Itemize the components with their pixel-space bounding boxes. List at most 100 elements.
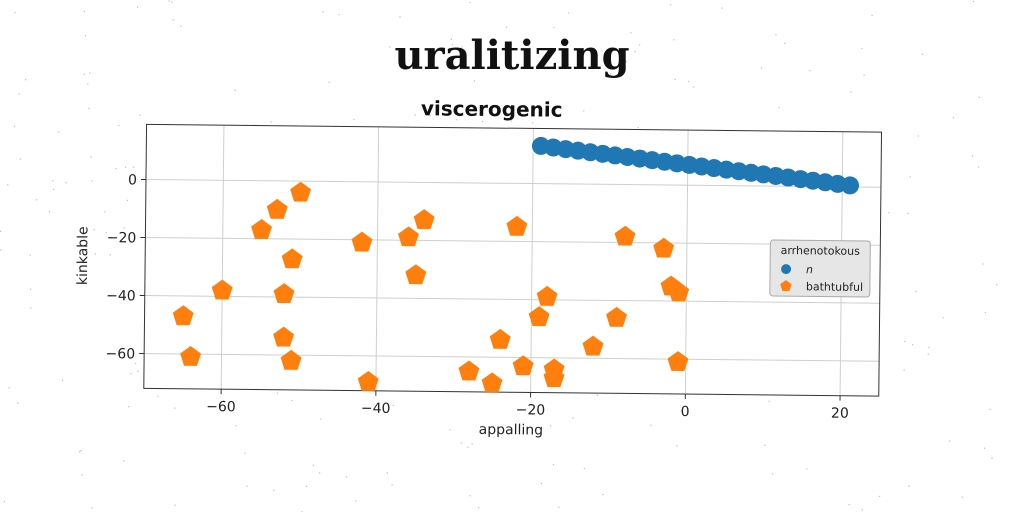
speckle-dot [473, 80, 475, 82]
speckle-dot [235, 425, 237, 427]
data-point [172, 305, 194, 326]
speckle-dot [319, 418, 322, 420]
speckle-dot [3, 501, 5, 503]
legend-label: n [806, 263, 813, 276]
speckle-dot [630, 32, 632, 34]
speckle-dot [775, 34, 777, 36]
speckle-dot [772, 473, 774, 475]
data-point [653, 237, 675, 258]
speckle-dot [414, 114, 416, 116]
data-point [543, 367, 565, 388]
data-point [841, 176, 860, 195]
speckle-dot [848, 504, 850, 506]
speckle-dot [908, 485, 910, 487]
speckle-dot [171, 1, 173, 3]
x-tick-label: −20 [516, 402, 546, 418]
legend-marker [780, 280, 792, 292]
speckle-dot [978, 166, 980, 168]
speckle-dot [8, 387, 10, 389]
speckle-dot [806, 468, 808, 470]
y-axis-label: kinkable [75, 226, 92, 285]
figure-suptitle: uralitizing [394, 32, 630, 79]
speckle-dot [14, 11, 16, 14]
speckle-dot [567, 12, 570, 14]
speckle-dot [949, 440, 951, 442]
speckle-dot [991, 457, 993, 459]
speckle-dot [861, 509, 863, 511]
speckle-dot [583, 467, 585, 469]
speckle-dot [81, 474, 83, 476]
speckle-dot [105, 232, 107, 234]
speckle-dot [30, 307, 32, 309]
speckle-dot [29, 254, 31, 256]
speckle-dot [94, 253, 96, 255]
series-n [531, 136, 860, 195]
data-point [413, 209, 435, 230]
speckle-dot [461, 46, 463, 48]
speckle-dot [174, 504, 176, 506]
speckle-dot [863, 74, 865, 76]
speckle-dot [850, 91, 852, 93]
speckle-dot [125, 166, 127, 168]
speckle-dot [389, 46, 391, 48]
speckle-dot [276, 392, 278, 394]
data-point [398, 226, 419, 247]
data-point [273, 326, 295, 347]
speckle-dot [413, 55, 415, 57]
speckle-dot [139, 114, 141, 116]
x-tick-label: −40 [361, 401, 391, 417]
speckle-dot [688, 80, 690, 83]
speckle-dot [25, 79, 27, 81]
speckle-dot [888, 212, 890, 214]
speckle-dot [305, 485, 308, 487]
data-point [211, 279, 233, 300]
x-gridline [684, 130, 689, 395]
speckle-dot [84, 35, 87, 37]
speckle-dot [135, 363, 137, 365]
data-point [405, 264, 427, 285]
speckle-dot [123, 227, 125, 229]
speckle-dot [552, 463, 555, 466]
data-point [351, 231, 373, 252]
speckle-dot [650, 424, 652, 426]
legend-box [769, 239, 871, 298]
speckle-dot [674, 78, 676, 81]
speckle-dot [768, 400, 770, 402]
data-point [290, 181, 312, 202]
speckle-dot [510, 120, 512, 122]
speckle-dot [392, 404, 394, 407]
x-gridline [530, 128, 534, 393]
speckle-dot [118, 124, 120, 127]
speckle-dot [0, 249, 2, 251]
speckle-dot [760, 67, 763, 69]
speckle-dot [52, 180, 54, 182]
speckle-dot [784, 42, 786, 44]
speckle-dot [996, 284, 998, 286]
speckle-dot [505, 26, 508, 28]
speckle-dot [478, 507, 480, 509]
speckle-dot [104, 211, 106, 213]
speckle-dot [136, 6, 139, 8]
speckle-dot [540, 482, 542, 485]
data-point [280, 349, 302, 370]
speckle-dot [328, 81, 330, 83]
speckle-dot [912, 344, 914, 346]
speckle-dot [961, 496, 963, 498]
speckle-dot [676, 445, 678, 447]
speckle-dot [88, 107, 90, 109]
speckle-dot [87, 83, 89, 85]
speckle-dot [83, 73, 85, 75]
data-point [489, 328, 511, 349]
speckle-dot [338, 14, 340, 16]
y-tick-label: −40 [106, 288, 136, 304]
speckle-dot [467, 446, 469, 448]
speckle-dot [921, 53, 923, 55]
speckle-dot [90, 156, 92, 158]
speckle-dot [234, 89, 236, 91]
speckle-dot [291, 400, 293, 402]
speckle-dot [89, 72, 91, 74]
data-point [667, 351, 689, 372]
speckle-dot [133, 166, 135, 168]
speckle-dot [17, 402, 19, 404]
y-gridline [144, 295, 880, 304]
